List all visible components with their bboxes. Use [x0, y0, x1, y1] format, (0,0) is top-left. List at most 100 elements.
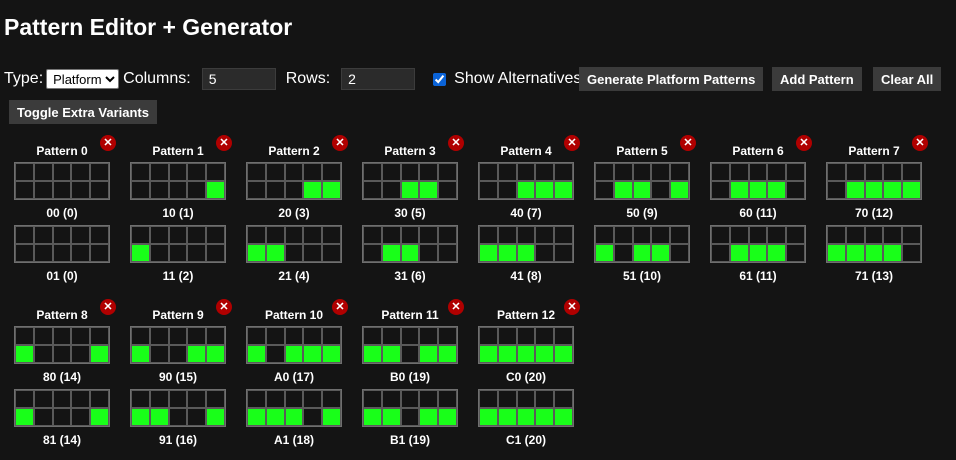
- grid-cell-off[interactable]: [265, 226, 285, 244]
- grid-cell-off[interactable]: [535, 226, 555, 244]
- grid-cell-off[interactable]: [554, 390, 573, 408]
- grid-cell-off[interactable]: [247, 390, 266, 408]
- grid-cell-off[interactable]: [247, 181, 266, 199]
- grid-cell-off[interactable]: [33, 244, 53, 262]
- grid-cell-on[interactable]: [516, 244, 536, 262]
- add-pattern-button[interactable]: Add Pattern: [772, 67, 862, 91]
- grid-cell-off[interactable]: [419, 390, 439, 408]
- grid-cell-off[interactable]: [651, 163, 671, 181]
- grid-cell-off[interactable]: [613, 226, 633, 244]
- grid-cell-off[interactable]: [363, 163, 382, 181]
- grid-cell-off[interactable]: [497, 226, 517, 244]
- grid-cell-off[interactable]: [516, 226, 536, 244]
- grid-cell-off[interactable]: [15, 226, 34, 244]
- grid-cell-off[interactable]: [419, 163, 439, 181]
- grid-cell-off[interactable]: [52, 408, 72, 426]
- grid-cell-off[interactable]: [284, 226, 304, 244]
- grid-cell-off[interactable]: [595, 226, 614, 244]
- grid-cell-off[interactable]: [711, 181, 730, 199]
- grid-cell-off[interactable]: [90, 181, 109, 199]
- grid-cell-off[interactable]: [902, 244, 921, 262]
- grid-cell-off[interactable]: [187, 408, 207, 426]
- grid-cell-on[interactable]: [322, 408, 341, 426]
- grid-cell-off[interactable]: [71, 244, 91, 262]
- grid-cell-on[interactable]: [632, 244, 652, 262]
- grid-cell-off[interactable]: [131, 181, 150, 199]
- grid-cell-on[interactable]: [131, 408, 150, 426]
- grid-cell-off[interactable]: [303, 163, 323, 181]
- grid-cell-off[interactable]: [400, 226, 420, 244]
- grid-cell-off[interactable]: [168, 163, 188, 181]
- grid-cell-off[interactable]: [438, 327, 457, 345]
- grid-cell-off[interactable]: [479, 181, 498, 199]
- clear-all-button[interactable]: Clear All: [873, 67, 942, 91]
- grid-cell-on[interactable]: [595, 244, 614, 262]
- grid-cell-off[interactable]: [651, 226, 671, 244]
- grid-cell-on[interactable]: [206, 408, 225, 426]
- grid-cell-on[interactable]: [206, 181, 225, 199]
- grid-cell-on[interactable]: [206, 345, 225, 363]
- grid-cell-on[interactable]: [247, 345, 266, 363]
- grid-cell-off[interactable]: [438, 181, 457, 199]
- grid-cell-on[interactable]: [265, 244, 285, 262]
- grid-cell-off[interactable]: [902, 163, 921, 181]
- grid-cell-off[interactable]: [90, 163, 109, 181]
- grid-cell-off[interactable]: [729, 163, 749, 181]
- grid-cell-off[interactable]: [168, 327, 188, 345]
- grid-cell-off[interactable]: [535, 163, 555, 181]
- grid-cell-off[interactable]: [613, 244, 633, 262]
- grid-cell-off[interactable]: [497, 181, 517, 199]
- grid-cell-off[interactable]: [149, 163, 169, 181]
- grid-cell-on[interactable]: [381, 244, 401, 262]
- grid-cell-off[interactable]: [149, 181, 169, 199]
- grid-cell-off[interactable]: [497, 327, 517, 345]
- grid-cell-off[interactable]: [265, 163, 285, 181]
- grid-cell-off[interactable]: [168, 408, 188, 426]
- grid-cell-off[interactable]: [497, 390, 517, 408]
- grid-cell-off[interactable]: [438, 390, 457, 408]
- grid-cell-off[interactable]: [33, 163, 53, 181]
- grid-cell-off[interactable]: [284, 181, 304, 199]
- grid-cell-off[interactable]: [711, 244, 730, 262]
- grid-cell-on[interactable]: [479, 408, 498, 426]
- grid-cell-off[interactable]: [322, 226, 341, 244]
- grid-cell-on[interactable]: [497, 244, 517, 262]
- grid-cell-on[interactable]: [767, 244, 787, 262]
- grid-cell-on[interactable]: [438, 408, 457, 426]
- grid-cell-on[interactable]: [516, 181, 536, 199]
- grid-cell-off[interactable]: [71, 408, 91, 426]
- grid-cell-on[interactable]: [90, 408, 109, 426]
- grid-cell-on[interactable]: [15, 408, 34, 426]
- grid-cell-off[interactable]: [400, 327, 420, 345]
- grid-cell-on[interactable]: [363, 408, 382, 426]
- grid-cell-on[interactable]: [131, 244, 150, 262]
- grid-cell-on[interactable]: [284, 408, 304, 426]
- grid-cell-off[interactable]: [670, 226, 689, 244]
- show-alternatives-checkbox[interactable]: [433, 72, 447, 86]
- grid-cell-off[interactable]: [381, 327, 401, 345]
- grid-cell-on[interactable]: [497, 408, 517, 426]
- grid-cell-off[interactable]: [149, 390, 169, 408]
- grid-cell-on[interactable]: [767, 181, 787, 199]
- grid-cell-on[interactable]: [400, 244, 420, 262]
- grid-cell-off[interactable]: [381, 226, 401, 244]
- grid-cell-off[interactable]: [168, 390, 188, 408]
- grid-cell-off[interactable]: [265, 327, 285, 345]
- grid-cell-off[interactable]: [516, 163, 536, 181]
- grid-cell-on[interactable]: [748, 181, 768, 199]
- grid-cell-on[interactable]: [438, 345, 457, 363]
- grid-cell-off[interactable]: [33, 181, 53, 199]
- grid-cell-on[interactable]: [535, 345, 555, 363]
- grid-cell-off[interactable]: [168, 345, 188, 363]
- grid-cell-on[interactable]: [748, 244, 768, 262]
- grid-cell-off[interactable]: [902, 226, 921, 244]
- grid-cell-off[interactable]: [786, 244, 805, 262]
- type-select[interactable]: Platform: [46, 69, 120, 89]
- rows-input[interactable]: [341, 68, 416, 90]
- grid-cell-off[interactable]: [827, 181, 846, 199]
- grid-cell-off[interactable]: [52, 390, 72, 408]
- grid-cell-off[interactable]: [303, 327, 323, 345]
- grid-cell-off[interactable]: [52, 226, 72, 244]
- grid-cell-off[interactable]: [71, 345, 91, 363]
- grid-cell-off[interactable]: [322, 390, 341, 408]
